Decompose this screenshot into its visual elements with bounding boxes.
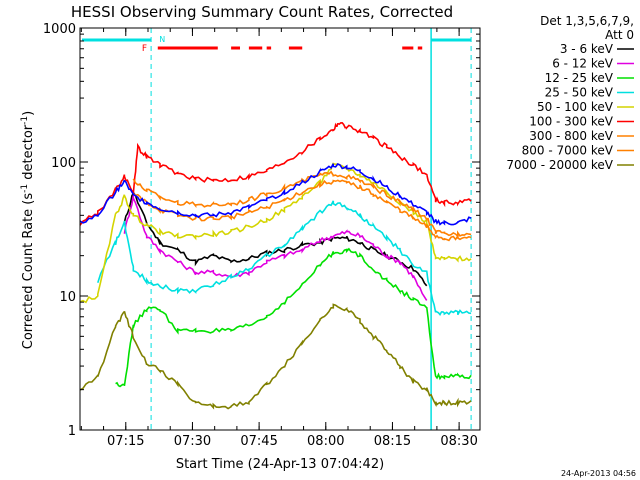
x-tick-label: 07:45 [240, 434, 277, 449]
x-tick-label: 08:00 [307, 434, 344, 449]
flare-flag-label: F [142, 44, 147, 54]
series-line [123, 195, 428, 301]
series-line [79, 303, 472, 410]
y-tick-label: 1 [68, 424, 76, 439]
x-tick-label: 07:15 [107, 434, 144, 449]
x-tick-label: 07:30 [174, 434, 211, 449]
chart-title: HESSI Observing Summary Count Rates, Cor… [71, 3, 453, 21]
series-line [115, 247, 472, 388]
x-axis-ticks: 07:15 07:30 07:45 08:00 08:15 08:30 [80, 28, 478, 449]
legend-header-line-1: Det 1,3,5,6,7,9, [540, 14, 634, 28]
legend-entry-label: 800 - 7000 keV [522, 144, 614, 158]
legend-entry-label: 6 - 12 keV [552, 57, 614, 71]
y-axis-ticks: 1 10 100 1000 [43, 22, 480, 439]
legend-entry-label: 7000 - 20000 keV [506, 158, 613, 172]
legend-entry-label: 300 - 800 keV [529, 129, 613, 143]
y-tick-label: 1000 [43, 22, 76, 37]
series-line [132, 170, 472, 239]
night-flag-label: N [159, 35, 165, 44]
legend-entry-label: 12 - 25 keV [545, 71, 614, 85]
series-line [123, 190, 428, 287]
series-lines [79, 121, 472, 410]
y-tick-label: 10 [59, 290, 76, 305]
y-axis-label: Corrected Count Rate (s-1 detector-1) [20, 111, 36, 349]
series-line [132, 179, 472, 242]
axes [79, 27, 481, 431]
legend-entry-label: 3 - 6 keV [560, 42, 614, 56]
x-tick-label: 08:30 [440, 434, 477, 449]
legend-header-line-2: Att 0 [605, 28, 634, 42]
series-line [79, 121, 472, 226]
series-line [97, 200, 472, 317]
x-tick-label: 08:15 [374, 434, 411, 449]
plot-frame [79, 27, 481, 431]
legend-entry-label: 50 - 100 keV [537, 100, 614, 114]
attenuator-flags: FN [82, 28, 472, 430]
x-axis-label: Start Time (24-Apr-13 07:04:42) [176, 457, 384, 472]
legend-entry-label: 100 - 300 keV [529, 115, 613, 129]
timestamp: 24-Apr-2013 04:56 [561, 469, 636, 478]
y-tick-label: 100 [51, 156, 76, 171]
legend-entry-label: 25 - 50 keV [545, 86, 614, 100]
series-line [79, 163, 472, 226]
